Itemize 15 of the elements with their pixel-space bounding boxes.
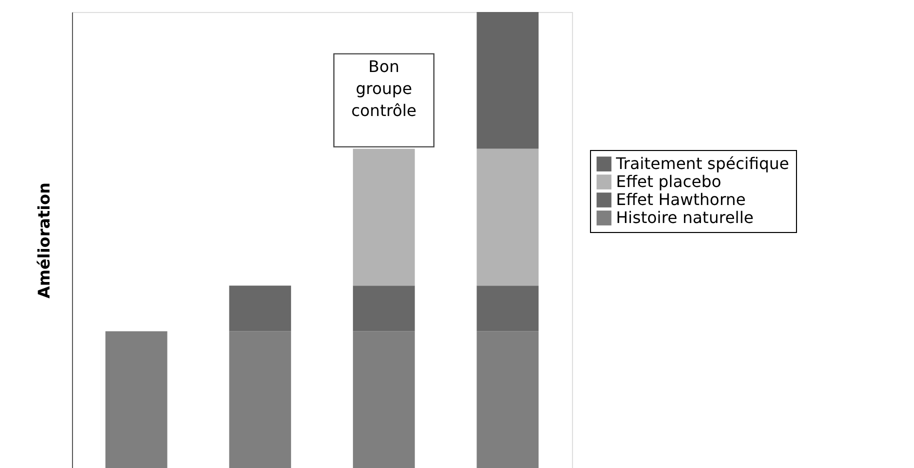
legend-label: Effet Hawthorne — [616, 190, 746, 209]
bar — [476, 331, 539, 468]
bar — [476, 148, 539, 286]
bar — [352, 331, 415, 468]
bar — [352, 286, 415, 332]
bar — [476, 286, 539, 332]
legend-label: Histoire naturelle — [616, 208, 754, 227]
y-axis-title: Amélioration — [34, 182, 54, 299]
bar — [229, 286, 292, 332]
bar — [476, 12, 539, 149]
bar — [105, 331, 168, 468]
legend-label: Effet placebo — [616, 172, 722, 191]
bar — [229, 331, 292, 468]
annotation: Bon groupe contrôle — [351, 56, 417, 120]
legend-label: Traitement spécifique — [615, 154, 790, 173]
